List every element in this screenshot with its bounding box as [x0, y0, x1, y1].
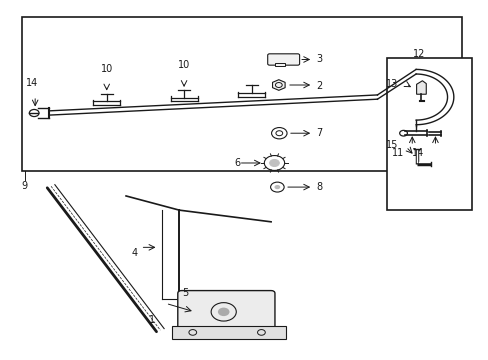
Text: 10: 10	[101, 64, 113, 74]
Text: 12: 12	[412, 49, 425, 59]
Text: 9: 9	[21, 181, 27, 192]
Text: 6: 6	[234, 158, 240, 168]
Circle shape	[274, 185, 280, 189]
Bar	[275, 63, 285, 66]
Text: 8: 8	[315, 182, 322, 192]
Text: 5: 5	[182, 288, 188, 298]
FancyBboxPatch shape	[267, 54, 299, 65]
Text: 2: 2	[315, 81, 322, 91]
Bar	[172, 326, 285, 339]
Bar	[386, 58, 471, 210]
Text: 1: 1	[148, 315, 154, 325]
Bar	[22, 17, 461, 171]
Polygon shape	[416, 81, 426, 94]
Text: 3: 3	[315, 54, 322, 64]
FancyBboxPatch shape	[178, 291, 274, 330]
Text: 13: 13	[385, 78, 397, 89]
Polygon shape	[272, 80, 285, 90]
Text: 11: 11	[391, 148, 404, 158]
Text: 4: 4	[131, 248, 137, 258]
Text: 14: 14	[25, 78, 38, 88]
Text: 7: 7	[315, 128, 322, 138]
Text: 10: 10	[178, 60, 190, 70]
Circle shape	[269, 159, 279, 167]
Text: 15: 15	[385, 140, 397, 150]
Text: 14: 14	[411, 148, 424, 158]
Circle shape	[218, 307, 229, 316]
